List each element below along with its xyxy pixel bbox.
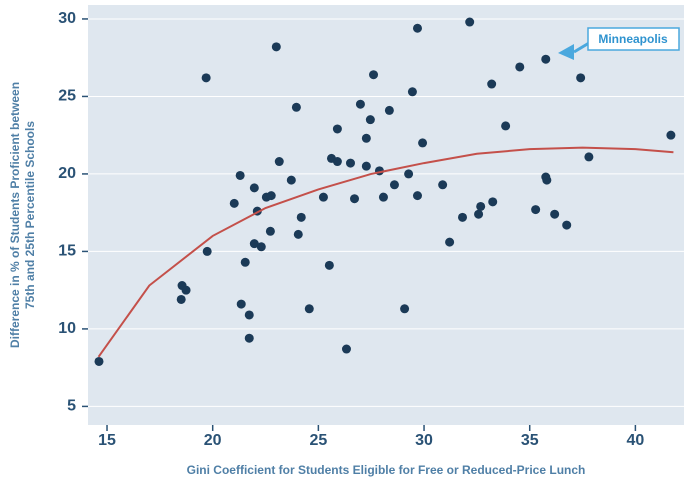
x-tick-label: 30	[415, 432, 433, 449]
point	[404, 169, 414, 179]
point	[531, 205, 541, 215]
point	[369, 70, 379, 80]
x-tick-label: 35	[521, 432, 539, 449]
y-tick-label: 5	[67, 398, 76, 415]
annotation-arrow	[573, 41, 590, 54]
y-tick-label: 20	[58, 165, 76, 182]
point	[541, 54, 551, 64]
point	[562, 220, 572, 230]
point	[355, 99, 365, 109]
point	[515, 62, 525, 72]
point	[350, 194, 360, 204]
point	[341, 344, 351, 354]
fit-curve	[97, 146, 674, 358]
point	[418, 138, 428, 148]
point	[378, 192, 388, 202]
y-tick-label: 25	[58, 88, 76, 105]
point	[240, 257, 250, 267]
plot-area	[88, 5, 684, 425]
point	[584, 152, 594, 162]
point	[244, 333, 254, 343]
point	[412, 23, 422, 33]
point	[465, 17, 475, 27]
point	[487, 79, 497, 89]
point	[361, 161, 371, 171]
point	[229, 198, 239, 208]
point	[332, 157, 342, 167]
x-tick-label: 25	[309, 432, 327, 449]
point	[271, 42, 281, 52]
point	[266, 191, 276, 201]
point	[576, 73, 586, 83]
point	[181, 285, 191, 295]
point	[345, 158, 355, 168]
point	[389, 180, 399, 190]
x-tick-label: 20	[204, 432, 222, 449]
point	[332, 124, 342, 134]
point	[445, 237, 455, 247]
point	[438, 180, 448, 190]
point	[249, 183, 259, 193]
annotation-arrow	[558, 44, 574, 60]
point	[412, 191, 422, 201]
x-axis-label: Gini Coefficient for Students Eligible f…	[187, 463, 586, 477]
point	[365, 115, 375, 125]
point	[256, 242, 266, 252]
point	[265, 226, 275, 236]
point	[476, 201, 486, 211]
point	[666, 130, 676, 140]
point	[384, 105, 394, 115]
point	[176, 294, 186, 304]
point	[94, 356, 104, 366]
point	[235, 170, 245, 180]
y-axis-label: Difference in % of Students Proficient b…	[8, 82, 22, 348]
point	[458, 212, 468, 222]
point	[400, 304, 410, 314]
y-axis-label: 75th and 25th Percentile Schools	[23, 121, 37, 309]
point	[236, 299, 246, 309]
point	[542, 175, 552, 185]
point	[501, 121, 511, 131]
point	[291, 102, 301, 112]
point	[201, 73, 211, 83]
point	[488, 197, 498, 207]
x-tick-label: 40	[626, 432, 644, 449]
point	[550, 209, 560, 219]
point	[202, 246, 212, 256]
point	[407, 87, 417, 97]
point	[318, 192, 328, 202]
annotation-box	[587, 27, 680, 51]
point	[293, 229, 303, 239]
annotation: Minneapolis	[598, 32, 668, 46]
point	[286, 175, 296, 185]
point	[361, 133, 371, 143]
point	[244, 310, 254, 320]
point	[304, 304, 314, 314]
point	[249, 239, 259, 249]
point	[296, 212, 306, 222]
y-tick-label: 10	[58, 320, 76, 337]
point	[274, 157, 284, 167]
point	[474, 209, 484, 219]
y-tick-label: 15	[58, 243, 76, 260]
y-tick-label: 30	[58, 10, 76, 27]
point	[324, 260, 334, 270]
x-tick-label: 15	[98, 432, 116, 449]
